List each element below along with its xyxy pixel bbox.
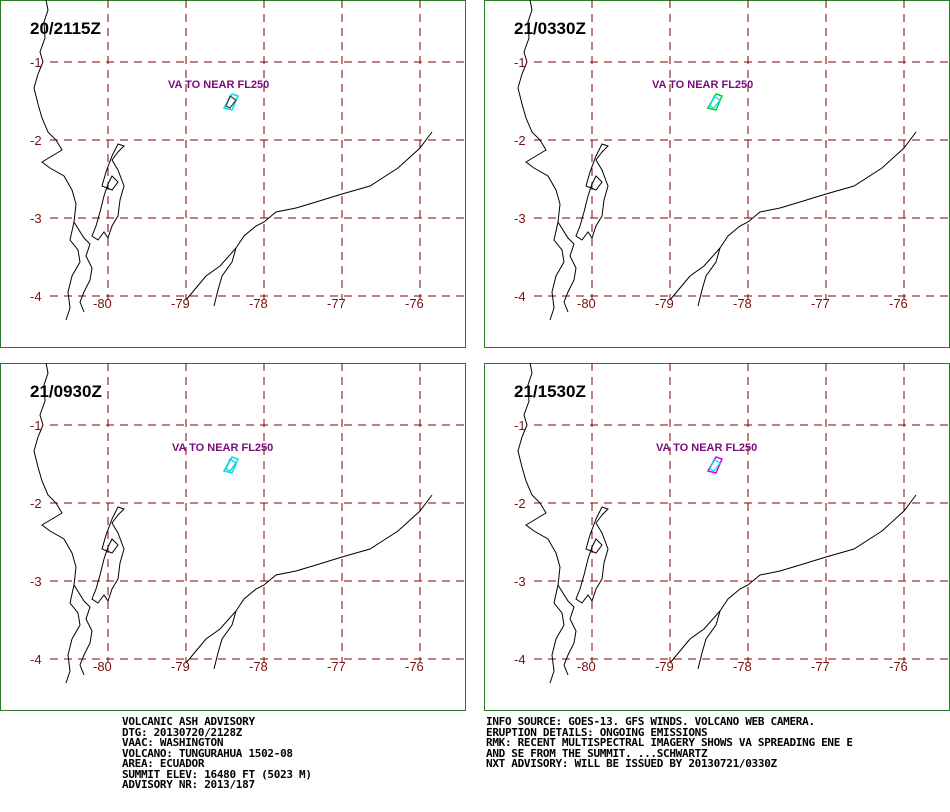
advisory-line: VOLCANIC ASH ADVISORY [122, 715, 255, 728]
longitude-label: -79 [171, 659, 190, 674]
coastline [33, 0, 81, 321]
advisory-line: DTG: 20130720/2128Z [122, 725, 243, 739]
border-line [669, 131, 917, 301]
latitude-label: -3 [30, 211, 42, 226]
longitude-label: -78 [249, 296, 268, 311]
latitude-label: -4 [514, 289, 526, 304]
advisory-line: VOLCANO: TUNGURAHUA 1502-08 [122, 746, 293, 760]
latitude-label: -2 [30, 133, 42, 148]
map-frame [484, 363, 950, 711]
latitude-label: -4 [514, 652, 526, 667]
longitude-label: -77 [327, 296, 346, 311]
advisory-right-block: INFO SOURCE: GOES-13. GFS WINDS. VOLCANO… [486, 715, 853, 770]
coastline [517, 0, 565, 321]
advisory-line: ERUPTION DETAILS: ONGOING EMISSIONS [486, 725, 708, 739]
longitude-label: -76 [405, 659, 424, 674]
valid-time-label: 21/0330Z [514, 19, 586, 38]
ash-cloud-label: VA TO NEAR FL250 [168, 79, 269, 91]
advisory-line: AREA: ECUADOR [122, 757, 205, 770]
longitude-label: -79 [655, 296, 674, 311]
map-frame [484, 0, 950, 348]
advisory-line: NXT ADVISORY: WILL BE ISSUED BY 20130721… [486, 757, 777, 770]
gulf-coastline [575, 143, 609, 241]
advisory-line: INFO SOURCE: GOES-13. GFS WINDS. VOLCANO… [486, 715, 815, 728]
latitude-label: -1 [514, 418, 526, 433]
ash-cloud-polygon [225, 95, 237, 109]
latitude-label: -1 [30, 55, 42, 70]
longitude-label: -80 [93, 659, 112, 674]
coastline [33, 363, 81, 684]
map-panel: -1 -2 -3 -4 -80 -79 -78 -77 -76 21/0930Z VA TO NEA… [0, 363, 481, 711]
longitude-label: -77 [811, 659, 830, 674]
latitude-label: -4 [30, 652, 42, 667]
map-panel: -1 -2 -3 -4 -80 -79 -78 -77 -76 21/0330Z VA TO NEA… [484, 0, 950, 348]
map-canvas: -1 -2 -3 -4 -80 -79 -78 -77 -76 21/1530Z VA TO NEA… [484, 363, 950, 711]
longitude-label: -77 [327, 659, 346, 674]
ash-cloud-label: VA TO NEAR FL250 [172, 442, 273, 454]
ash-cloud-label: VA TO NEAR FL250 [656, 442, 757, 454]
longitude-label: -78 [733, 296, 752, 311]
advisory-left-block: VOLCANIC ASH ADVISORY DTG: 20130720/2128Z… [122, 715, 312, 791]
latitude-label: -3 [30, 574, 42, 589]
advisory-line: RMK: RECENT MULTISPECTRAL IMAGERY SHOWS … [486, 736, 853, 749]
advisory-line: ADVISORY NR: 2013/187 [122, 778, 255, 791]
longitude-label: -79 [655, 659, 674, 674]
map-panel: -1 -2 -3 -4 -80 -79 -78 -77 -76 20/2115Z VA TO NEA… [0, 0, 481, 348]
map-frame [0, 0, 466, 348]
longitude-label: -76 [889, 296, 908, 311]
longitude-label: -76 [405, 296, 424, 311]
latitude-label: -2 [30, 496, 42, 511]
valid-time-label: 21/0930Z [30, 382, 102, 401]
border-line [697, 247, 721, 307]
advisory-line: VAAC: WASHINGTON [122, 736, 224, 749]
latitude-label: -1 [30, 418, 42, 433]
coastline [557, 584, 577, 676]
ash-cloud-polygon [709, 95, 721, 109]
longitude-label: -80 [93, 296, 112, 311]
longitude-label: -80 [577, 296, 596, 311]
gulf-coastline [575, 506, 609, 604]
longitude-label: -77 [811, 296, 830, 311]
ash-cloud-label: VA TO NEAR FL250 [652, 79, 753, 91]
map-frame [0, 363, 466, 711]
valid-time-label: 21/1530Z [514, 382, 586, 401]
longitude-label: -78 [249, 659, 268, 674]
advisory-line: SUMMIT ELEV: 16480 FT (5023 M) [122, 767, 312, 781]
map-canvas: -1 -2 -3 -4 -80 -79 -78 -77 -76 20/2115Z VA TO NEA… [0, 0, 466, 348]
valid-time-label: 20/2115Z [30, 19, 101, 38]
map-canvas: -1 -2 -3 -4 -80 -79 -78 -77 -76 21/0330Z VA TO NEA… [484, 0, 950, 348]
latitude-label: -4 [30, 289, 42, 304]
gulf-coastline [91, 143, 125, 241]
longitude-label: -78 [733, 659, 752, 674]
latitude-label: -2 [514, 496, 526, 511]
advisory-line: AND SE FROM THE SUMMIT. ...SCHWARTZ [486, 746, 708, 760]
border-line [213, 247, 237, 307]
longitude-label: -79 [171, 296, 190, 311]
border-line [697, 610, 721, 670]
map-panel: -1 -2 -3 -4 -80 -79 -78 -77 -76 21/1530Z VA TO NEA… [484, 363, 950, 711]
coastline [517, 363, 565, 684]
map-canvas: -1 -2 -3 -4 -80 -79 -78 -77 -76 21/0930Z VA TO NEA… [0, 363, 466, 711]
border-line [185, 494, 433, 664]
ash-cloud-polygon [709, 458, 721, 472]
ash-cloud-polygon [225, 458, 237, 472]
coastline [557, 221, 577, 313]
latitude-label: -1 [514, 55, 526, 70]
border-line [185, 131, 433, 301]
coastline [73, 221, 93, 313]
latitude-label: -2 [514, 133, 526, 148]
longitude-label: -80 [577, 659, 596, 674]
gulf-coastline [91, 506, 125, 604]
border-line [213, 610, 237, 670]
coastline [73, 584, 93, 676]
longitude-label: -76 [889, 659, 908, 674]
latitude-label: -3 [514, 211, 526, 226]
latitude-label: -3 [514, 574, 526, 589]
border-line [669, 494, 917, 664]
